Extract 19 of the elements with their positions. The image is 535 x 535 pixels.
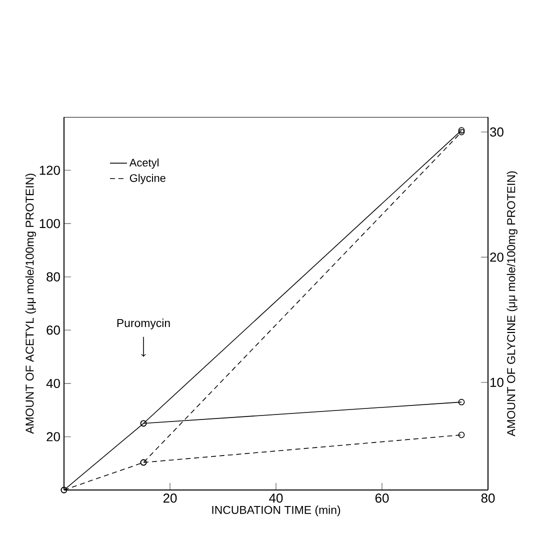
y-tick-label: 80 xyxy=(46,272,60,282)
y2-tick-label: 30 xyxy=(490,127,504,137)
y-tick-label: 60 xyxy=(46,326,60,335)
y2-tick-label: 20 xyxy=(490,252,504,262)
x-tick-label: 60 xyxy=(375,494,389,503)
y-tick-label: 120 xyxy=(40,166,60,175)
x-tick-label: 80 xyxy=(481,494,495,503)
y-axis-title: AMOUNT OF ACETYL (μμ mole/100mg PROTEIN) xyxy=(25,174,36,434)
x-axis-title: INCUBATION TIME (min) xyxy=(212,506,340,516)
y-tick-label: 20 xyxy=(46,432,60,442)
annotation: Puromycin xyxy=(117,318,170,330)
y2-tick-label: 10 xyxy=(490,378,504,387)
legend-label: Acetyl xyxy=(129,158,158,169)
y-tick-label: 40 xyxy=(46,378,60,388)
x-tick-label: 40 xyxy=(269,494,283,503)
legend-label: Glycine xyxy=(130,174,166,184)
x-tick-label: 20 xyxy=(163,494,177,503)
y-tick-label: 100 xyxy=(40,218,60,228)
y2-axis-title: AMOUNT OF GLYCINE (μμ mole/100mg PROTEIN) xyxy=(506,171,518,436)
